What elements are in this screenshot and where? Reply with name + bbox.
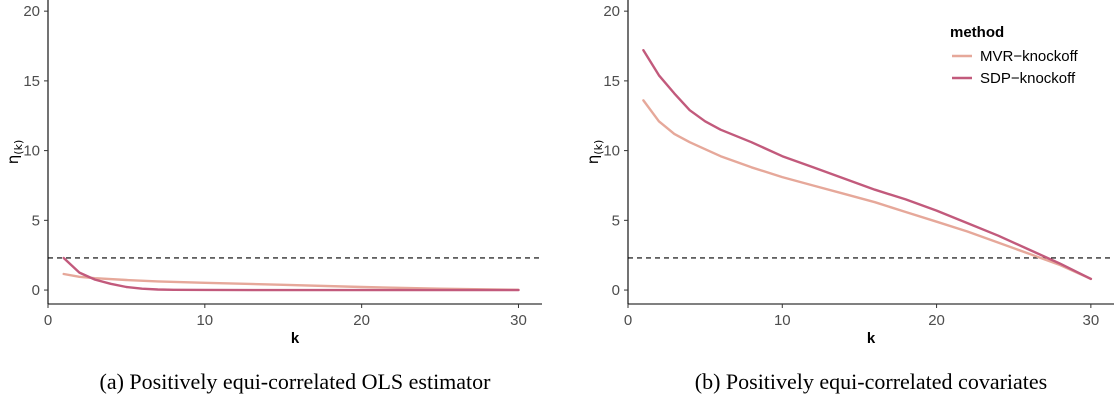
legend-label: MVR−knockoff — [980, 48, 1079, 65]
x-tick-label: 10 — [196, 312, 213, 329]
x-tick-label: 30 — [1083, 312, 1100, 329]
y-axis-title: η(k) — [4, 140, 25, 164]
x-tick-label: 20 — [353, 312, 370, 329]
figure-caption: (a) Positively equi-correlated OLS estim… — [100, 369, 492, 394]
y-tick-label: 15 — [23, 73, 40, 90]
chart-panel-b: 0 5 10 15 20 0 10 20 30 k η(k) method MVR−knockoff SD… — [584, 0, 1114, 394]
series-line-mvr-knockoff — [62, 272, 520, 291]
y-axis-title: η(k) — [584, 140, 605, 164]
x-tick-label: 20 — [928, 312, 945, 329]
x-axis-title: k — [291, 330, 300, 347]
y-tick-label: 15 — [603, 73, 620, 90]
y-tick-label: 10 — [603, 143, 620, 160]
x-axis-title: k — [867, 330, 876, 347]
y-tick-label: 0 — [32, 282, 40, 299]
series-line-mvr-knockoff — [642, 99, 1093, 281]
y-tick-label: 10 — [23, 143, 40, 160]
x-tick-label: 10 — [774, 312, 791, 329]
series-line-sdp-knockoff — [62, 256, 520, 292]
chart-panel-a: 0 5 10 15 20 0 10 20 30 k η(k) (a) Positively equi-… — [4, 0, 542, 394]
x-tick-label: 0 — [44, 312, 52, 329]
y-tick-label: 5 — [612, 212, 620, 229]
y-tick-label: 0 — [612, 282, 620, 299]
legend: method MVR−knockoff SDP−knockoff — [950, 24, 1079, 87]
legend-label: SDP−knockoff — [980, 70, 1076, 87]
figure-caption: (b) Positively equi-correlated covariate… — [695, 369, 1047, 394]
y-tick-label: 20 — [603, 3, 620, 20]
y-tick-label: 20 — [23, 3, 40, 20]
x-tick-label: 0 — [624, 312, 632, 329]
legend-title: method — [950, 24, 1004, 41]
series-line-sdp-knockoff — [642, 49, 1093, 281]
y-tick-label: 5 — [32, 212, 40, 229]
x-tick-label: 30 — [510, 312, 527, 329]
